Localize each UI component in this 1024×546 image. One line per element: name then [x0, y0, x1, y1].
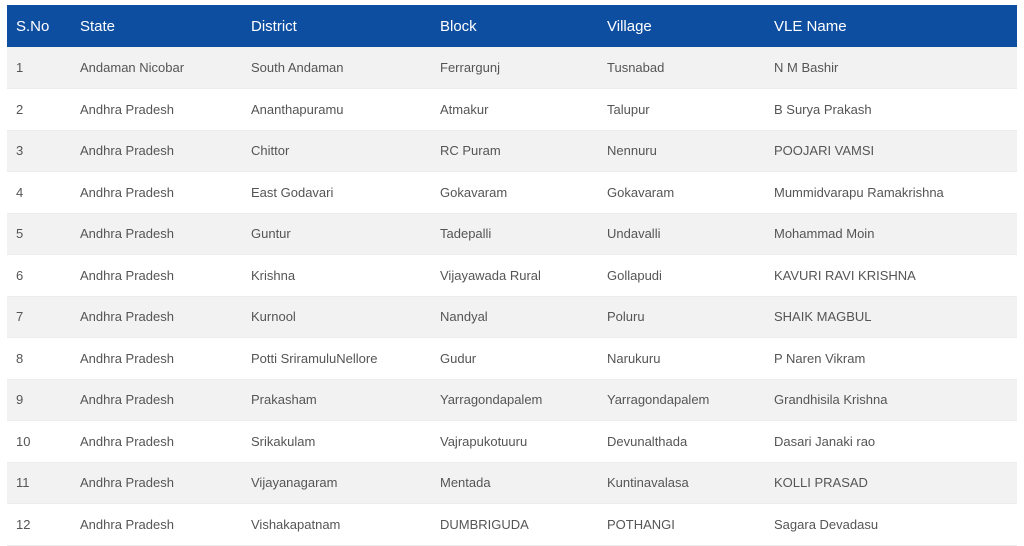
cell-district: Srikakulam	[242, 420, 431, 463]
cell-vle-name: Sagara Devadasu	[765, 503, 1017, 546]
cell-village: Undavalli	[598, 213, 765, 255]
vle-table-container: S.No State District Block Village VLE Na…	[7, 5, 1017, 546]
table-row: 1 Andaman Nicobar South Andaman Ferrargunj T…	[7, 47, 1017, 89]
cell-village: POTHANGI	[598, 503, 765, 546]
cell-state: Andhra Pradesh	[71, 88, 242, 131]
cell-village: Tusnabad	[598, 47, 765, 89]
cell-state: Andhra Pradesh	[71, 420, 242, 463]
cell-state: Andhra Pradesh	[71, 337, 242, 380]
cell-district: East Godavari	[242, 171, 431, 214]
header-vle-name: VLE Name	[774, 17, 847, 35]
cell-sno: 1	[7, 47, 71, 89]
cell-vle-name: Mummidvarapu Ramakrishna	[765, 171, 1017, 214]
cell-district: Krishna	[242, 254, 431, 297]
cell-district: Vijayanagaram	[242, 462, 431, 504]
cell-state: Andhra Pradesh	[71, 503, 242, 546]
header-row: S.No State District Block Village VLE Na…	[7, 5, 1017, 47]
cell-sno: 8	[7, 337, 71, 380]
cell-block: Mentada	[431, 462, 598, 504]
cell-vle-name: Grandhisila Krishna	[765, 379, 1017, 421]
cell-village: Kuntinavalasa	[598, 462, 765, 504]
table-row: 3 Andhra Pradesh Chittor RC Puram Nennuru POO…	[7, 130, 1017, 172]
table-row: 7 Andhra Pradesh Kurnool Nandyal Poluru SHAIK…	[7, 296, 1017, 338]
cell-vle-name: B Surya Prakash	[765, 88, 1017, 131]
cell-state: Andhra Pradesh	[71, 213, 242, 255]
table-row: 2 Andhra Pradesh Ananthapuramu Atmakur Talup…	[7, 88, 1017, 131]
cell-district: Vishakapatnam	[242, 503, 431, 546]
cell-village: Poluru	[598, 296, 765, 338]
cell-block: Nandyal	[431, 296, 598, 338]
cell-village: Gokavaram	[598, 171, 765, 214]
cell-vle-name: SHAIK MAGBUL	[765, 296, 1017, 338]
table-row: 10 Andhra Pradesh Srikakulam Vajrapukotuuru…	[7, 420, 1017, 463]
table-row: 11 Andhra Pradesh Vijayanagaram Mentada Kunt…	[7, 462, 1017, 504]
cell-block: Yarragondapalem	[431, 379, 598, 421]
cell-sno: 3	[7, 130, 71, 172]
table-row: 9 Andhra Pradesh Prakasham Yarragondapalem Y…	[7, 379, 1017, 421]
cell-vle-name: KAVURI RAVI KRISHNA	[765, 254, 1017, 297]
cell-state: Andhra Pradesh	[71, 254, 242, 297]
cell-vle-name: KOLLI PRASAD	[765, 462, 1017, 504]
table-row: 6 Andhra Pradesh Krishna Vijayawada Rural Go…	[7, 254, 1017, 297]
cell-block: Gudur	[431, 337, 598, 380]
cell-vle-name: N M Bashir	[765, 47, 1017, 89]
cell-village: Talupur	[598, 88, 765, 131]
cell-district: Potti SriramuluNellore	[242, 337, 431, 380]
cell-village: Devunalthada	[598, 420, 765, 463]
cell-district: Kurnool	[242, 296, 431, 338]
cell-block: Atmakur	[431, 88, 598, 131]
cell-block: Gokavaram	[431, 171, 598, 214]
table-row: 8 Andhra Pradesh Potti SriramuluNellore Gud…	[7, 337, 1017, 380]
header-state: State	[80, 17, 116, 35]
cell-state: Andaman Nicobar	[71, 47, 242, 89]
cell-vle-name: POOJARI VAMSI	[765, 130, 1017, 172]
cell-sno: 11	[7, 462, 71, 504]
cell-sno: 12	[7, 503, 71, 546]
cell-sno: 2	[7, 88, 71, 131]
cell-village: Narukuru	[598, 337, 765, 380]
cell-sno: 4	[7, 171, 71, 214]
cell-vle-name: Mohammad Moin	[765, 213, 1017, 255]
cell-village: Gollapudi	[598, 254, 765, 297]
cell-village: Nennuru	[598, 130, 765, 172]
table-row: 4 Andhra Pradesh East Godavari Gokavaram Gok…	[7, 171, 1017, 214]
cell-block: DUMBRIGUDA	[431, 503, 598, 546]
table-header: S.No State District Block Village VLE Na…	[7, 5, 1017, 47]
table-body: 1 Andaman Nicobar South Andaman Ferrargunj T…	[7, 47, 1017, 546]
cell-district: Ananthapuramu	[242, 88, 431, 131]
cell-sno: 9	[7, 379, 71, 421]
cell-sno: 10	[7, 420, 71, 463]
cell-block: Ferrargunj	[431, 47, 598, 89]
cell-state: Andhra Pradesh	[71, 171, 242, 214]
table-row: 12 Andhra Pradesh Vishakapatnam DUMBRIGUDA P…	[7, 503, 1017, 546]
header-village: Village	[607, 17, 652, 35]
cell-block: Tadepalli	[431, 213, 598, 255]
cell-block: RC Puram	[431, 130, 598, 172]
cell-district: South Andaman	[242, 47, 431, 89]
cell-sno: 5	[7, 213, 71, 255]
header-district: District	[251, 17, 297, 35]
header-sno: S.No	[16, 17, 50, 35]
cell-state: Andhra Pradesh	[71, 379, 242, 421]
cell-sno: 7	[7, 296, 71, 338]
cell-state: Andhra Pradesh	[71, 296, 242, 338]
cell-district: Prakasham	[242, 379, 431, 421]
table-row: 5 Andhra Pradesh Guntur Tadepalli Undavalli M…	[7, 213, 1017, 255]
cell-vle-name: P Naren Vikram	[765, 337, 1017, 380]
header-block: Block	[440, 17, 477, 35]
cell-sno: 6	[7, 254, 71, 297]
cell-block: Vajrapukotuuru	[431, 420, 598, 463]
cell-block: Vijayawada Rural	[431, 254, 598, 297]
vle-table: S.No State District Block Village VLE Na…	[7, 5, 1017, 546]
cell-state: Andhra Pradesh	[71, 462, 242, 504]
cell-village: Yarragondapalem	[598, 379, 765, 421]
cell-state: Andhra Pradesh	[71, 130, 242, 172]
cell-vle-name: Dasari Janaki rao	[765, 420, 1017, 463]
cell-district: Guntur	[242, 213, 431, 255]
cell-district: Chittor	[242, 130, 431, 172]
